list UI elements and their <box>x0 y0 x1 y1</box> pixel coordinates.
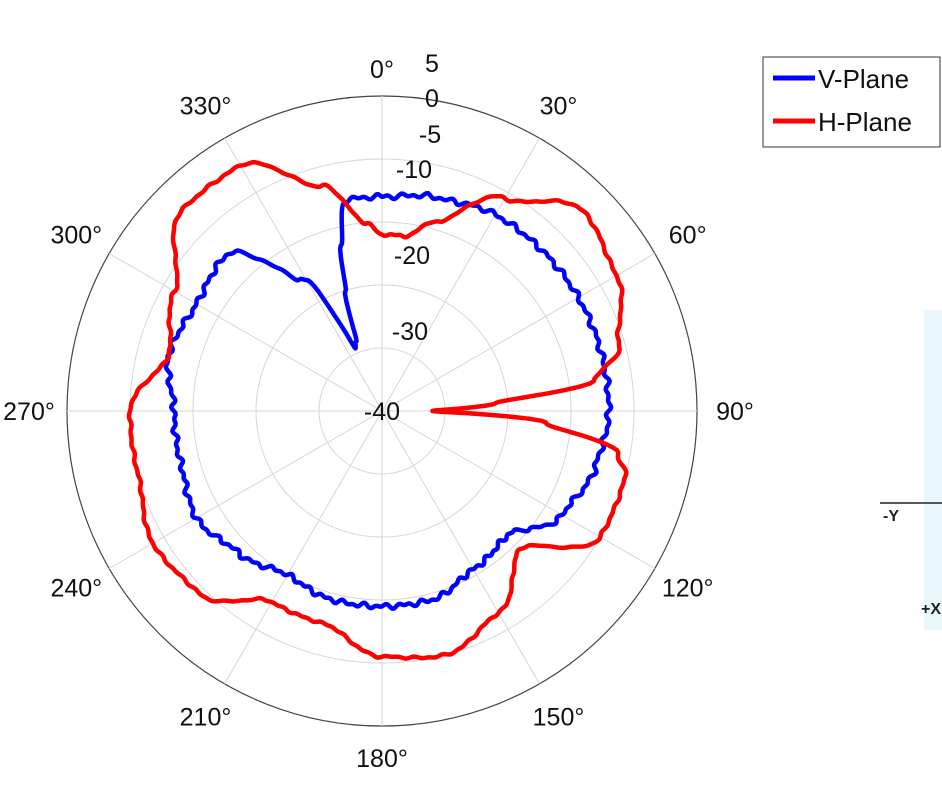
angle-tick-label: 240° <box>50 575 102 603</box>
diagram-panel <box>924 310 942 630</box>
angle-tick-label: 0° <box>370 56 394 84</box>
series-layer <box>126 160 629 661</box>
radial-tick-label: -30 <box>392 318 428 346</box>
legend-label-h-plane: H-Plane <box>818 107 912 137</box>
cropped-axes-diagram: -Y +X <box>880 310 942 630</box>
angle-tick-label: 180° <box>356 745 408 773</box>
radial-tick-label: 0 <box>425 85 439 113</box>
angle-tick-label: 270° <box>3 398 55 426</box>
radial-tick-label: -5 <box>419 121 441 149</box>
grid-spoke <box>108 410 383 569</box>
grid-spoke <box>381 253 656 412</box>
angle-tick-label: 210° <box>180 704 232 732</box>
angle-tick-label: 330° <box>180 92 232 120</box>
angle-tick-label: 120° <box>662 575 714 603</box>
grid-spoke <box>381 410 656 569</box>
grid-spoke <box>224 410 383 685</box>
plus-x-label: +X <box>921 601 941 618</box>
radial-tick-label: -40 <box>364 398 400 426</box>
grid-spoke <box>108 253 383 412</box>
legend-label-v-plane: V-Plane <box>818 64 909 94</box>
grid-spoke <box>381 410 540 685</box>
series-line-v-plane <box>163 191 614 611</box>
legend: V-Plane H-Plane <box>762 56 941 148</box>
angle-tick-label: 90° <box>716 398 754 426</box>
radial-tick-label: 5 <box>425 50 439 78</box>
polar-grid <box>66 95 698 727</box>
legend-box <box>762 56 941 148</box>
tick-labels: 0° 30° 60° 90° 120° 150° 180° 210° 240° 270° 300° 3… <box>3 50 754 773</box>
angle-tick-label: 60° <box>669 222 707 250</box>
series-line-h-plane <box>126 160 629 661</box>
radial-tick-label: -10 <box>396 156 432 184</box>
grid-spoke <box>224 137 383 412</box>
angle-tick-label: 30° <box>540 92 578 120</box>
grid-spoke <box>381 137 540 412</box>
angle-tick-label: 150° <box>533 704 585 732</box>
angle-tick-label: 300° <box>50 222 102 250</box>
radial-tick-label: -20 <box>394 242 430 270</box>
minus-y-label: -Y <box>883 508 899 525</box>
